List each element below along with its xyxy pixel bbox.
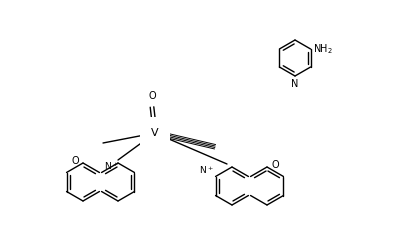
Text: O: O: [72, 156, 79, 166]
Text: O: O: [271, 160, 279, 170]
Text: N$^+$: N$^+$: [103, 160, 118, 172]
Text: N: N: [291, 79, 299, 89]
Text: V: V: [151, 128, 159, 138]
Text: O: O: [148, 91, 156, 101]
Text: NH$_2$: NH$_2$: [312, 42, 332, 56]
Text: N$^+$: N$^+$: [199, 164, 213, 175]
